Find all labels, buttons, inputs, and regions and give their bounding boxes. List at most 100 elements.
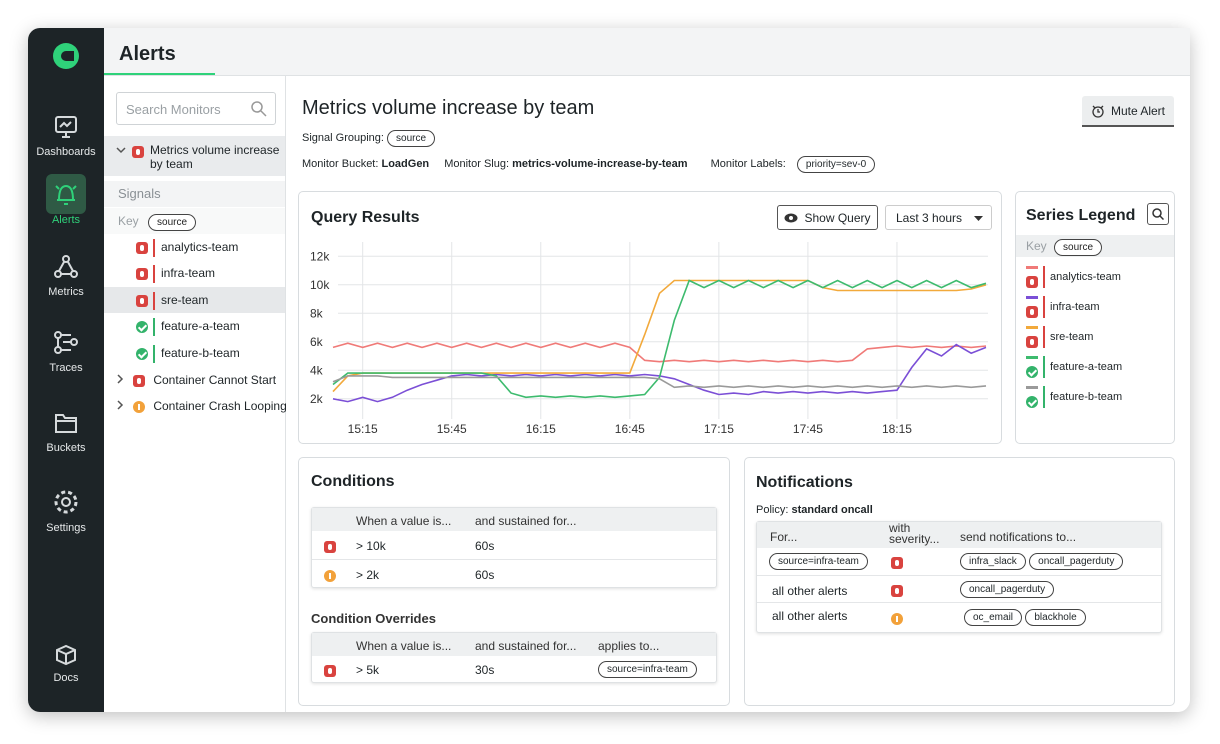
status-bar (153, 264, 155, 283)
nav-item[interactable]: Buckets (28, 410, 104, 454)
column-header: When a value is... (356, 514, 452, 528)
legend-label: feature-b-team (1050, 391, 1123, 403)
series-line (332, 375, 987, 389)
legend-entry: feature-b-team (1026, 386, 1166, 410)
cell: 60s (475, 539, 495, 553)
nav-active (46, 174, 86, 214)
overrides-table: When a value is... and sustained for... ap… (311, 632, 717, 683)
divider (285, 76, 286, 712)
ok-icon (136, 320, 148, 333)
search-icon (1152, 208, 1164, 220)
y-tick-label: 4k (310, 363, 324, 377)
pill: source (387, 130, 436, 147)
nav-item[interactable]: Alerts (28, 180, 104, 226)
status-bar (1043, 296, 1045, 318)
range-select[interactable]: Last 3 hours (885, 205, 992, 230)
critical-icon (133, 374, 146, 387)
chevron (117, 400, 124, 410)
section-title: Condition Overrides (311, 611, 436, 626)
icon (55, 116, 77, 138)
alarm-icon (1092, 105, 1104, 118)
critical-icon (132, 145, 144, 158)
panel-title: Conditions (311, 473, 395, 490)
targets: infra_slack oncall_pagerduty (960, 553, 1124, 570)
label: Monitor Labels: (710, 158, 786, 170)
nav-item[interactable]: Dashboards (28, 114, 104, 158)
monitor-name: Container Cannot Start (153, 373, 277, 387)
table-row: all other alerts oncall_pagerduty (757, 575, 1161, 602)
search-input[interactable]: Search Monitors (116, 92, 276, 125)
show-query-button[interactable]: Show Query (777, 205, 878, 230)
mute-button[interactable]: Mute Alert (1082, 96, 1174, 127)
table-row: > 5k 30s source=infra-team (312, 656, 716, 682)
ok-icon (1026, 395, 1038, 408)
caret (974, 216, 983, 221)
legend-swatch (1026, 356, 1038, 359)
monitor-item-selected[interactable]: Metrics volume increase by team (104, 136, 285, 176)
table-row: > 2k 60s (312, 559, 716, 587)
column-header: and sustained for... (475, 639, 577, 653)
monitor-item[interactable]: Container Cannot Start (116, 372, 276, 388)
monitor-meta: Monitor Bucket: LoadGen Monitor Slug: me… (302, 156, 876, 173)
key-label: Key (118, 214, 139, 228)
column-header: applies to... (598, 639, 660, 653)
table-header: When a value is... and sustained for... ap… (312, 633, 716, 656)
line-chart: 2k 4k 6k 8k 10k 12k 15:15 15:45 16:15 16:45 17:15 1… (310, 242, 988, 436)
key-row: Key source (104, 208, 285, 234)
logo (53, 43, 79, 69)
nav-item[interactable]: Settings (28, 488, 104, 534)
cell: all other alerts (772, 584, 848, 598)
tab-underline (104, 73, 215, 75)
x-tick-label: 17:45 (793, 422, 823, 436)
critical-icon (1026, 275, 1038, 288)
cell: > 10k (356, 539, 386, 553)
nav-item[interactable]: Docs (28, 640, 104, 684)
signal-row[interactable]: analytics-team (104, 234, 285, 260)
warning-icon (891, 612, 903, 625)
nav-item[interactable]: Traces (28, 330, 104, 374)
x-tick-label: 15:45 (437, 422, 467, 436)
signal-name: sre-team (161, 293, 209, 307)
warning-icon (324, 569, 336, 582)
signals-title: Signals (104, 181, 285, 207)
signal-row[interactable]: feature-a-team (104, 313, 285, 339)
icon (56, 644, 76, 666)
cell: 30s (475, 663, 495, 677)
pill: source=infra-team (769, 553, 868, 570)
legend-swatch (1026, 386, 1038, 389)
y-tick-label: 10k (310, 278, 330, 292)
pill: blackhole (1025, 609, 1086, 626)
monitor-name: Container Crash Looping (153, 399, 287, 413)
signal-row[interactable]: infra-team (104, 260, 285, 286)
legend-label: feature-a-team (1050, 361, 1123, 373)
signal-row[interactable]: sre-team (104, 287, 285, 313)
nav-label: Buckets (46, 442, 86, 454)
signal-row[interactable]: feature-b-team (104, 340, 285, 366)
nav-label: Settings (46, 522, 86, 534)
page-title: Alerts (119, 43, 176, 65)
y-tick-label: 12k (310, 249, 330, 263)
monitor-item[interactable]: Container Crash Looping (116, 398, 287, 414)
table-header: For... with severity... send notifications… (757, 522, 1161, 548)
key-pill: source (148, 214, 197, 231)
label: Monitor Slug: (444, 158, 510, 170)
signal-grouping: Signal Grouping: source (302, 130, 436, 147)
column-header: and sustained for... (475, 514, 577, 528)
pill: oc_email (964, 609, 1023, 626)
panel-title: Query Results (311, 209, 420, 226)
select-label: Last 3 hours (896, 210, 963, 225)
nav-item[interactable]: Metrics (28, 254, 104, 298)
legend-search-button[interactable] (1147, 203, 1169, 225)
value: standard oncall (791, 504, 873, 516)
notifications-table: For... with severity... send notifications… (756, 521, 1162, 633)
y-tick-label: 2k (310, 392, 324, 406)
cell: all other alerts (772, 609, 848, 623)
critical-icon (324, 664, 336, 677)
signal-name: feature-a-team (161, 319, 240, 333)
critical-icon (1026, 305, 1038, 318)
table-row: source=infra-team infra_slack oncall_page… (757, 548, 1161, 575)
legend-label: infra-team (1050, 301, 1100, 313)
status-bar (1043, 266, 1045, 288)
status-bar (153, 291, 155, 310)
legend-label: sre-team (1050, 331, 1094, 343)
